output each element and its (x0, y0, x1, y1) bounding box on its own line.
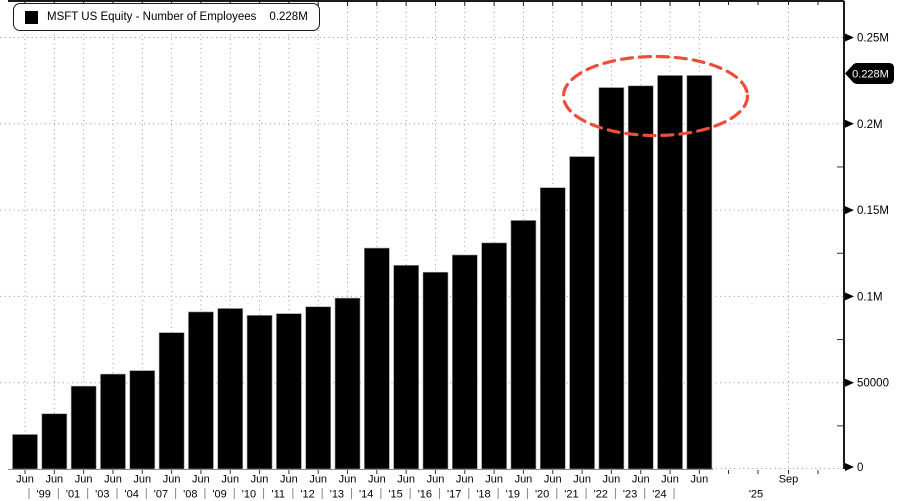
month-label: Jun (573, 474, 591, 486)
month-label: Jun (515, 474, 533, 486)
bar[interactable] (657, 75, 683, 470)
year-label: '12 (300, 489, 314, 501)
year-label: '22 (594, 489, 608, 501)
bar[interactable] (305, 306, 332, 470)
bar[interactable] (70, 385, 97, 470)
y-tick-label: 50000 (857, 378, 889, 390)
month-label: Jun (133, 474, 151, 486)
bar[interactable] (217, 308, 244, 470)
month-label: Jun (690, 474, 708, 486)
year-label: '10 (242, 489, 256, 501)
bar[interactable] (276, 313, 302, 470)
year-label: '18 (476, 489, 490, 501)
y-tick-label: 0 (857, 462, 863, 474)
legend-label: MSFT US Equity - Number of Employees (47, 11, 257, 23)
bar[interactable] (569, 156, 595, 470)
year-label: '13 (330, 489, 344, 501)
year-label: '11 (271, 489, 285, 501)
y-tick-arrow-icon (845, 206, 854, 215)
month-label: Jun (192, 474, 210, 486)
bar[interactable] (481, 242, 507, 470)
year-label: '14 (359, 489, 373, 501)
bar[interactable] (451, 254, 478, 470)
y-tick-label: 0.2M (857, 119, 883, 131)
last-value-badge-label: 0.228M (852, 69, 889, 81)
bar[interactable] (686, 75, 713, 470)
month-label: Jun (544, 474, 562, 486)
last-value-badge (845, 63, 894, 84)
month-label: Jun (456, 474, 474, 486)
bar[interactable] (422, 271, 449, 470)
y-tick-arrow-icon (845, 33, 854, 42)
bar[interactable] (41, 413, 68, 470)
bar[interactable] (100, 373, 126, 470)
year-label: '01 (66, 489, 80, 501)
year-label: '20 (535, 489, 549, 501)
year-label: '08 (183, 489, 197, 501)
month-label: Jun (603, 474, 621, 486)
y-tick-arrow-icon (845, 463, 854, 471)
sep-month-label: Sep (779, 474, 799, 486)
bar[interactable] (598, 87, 625, 470)
year-label: '19 (506, 489, 520, 501)
y-tick-arrow-icon (845, 292, 854, 301)
bar[interactable] (12, 434, 38, 470)
month-label: Jun (16, 474, 34, 486)
bar[interactable] (510, 220, 537, 470)
y-tick-arrow-icon (845, 119, 854, 128)
month-label: Jun (339, 474, 357, 486)
year-label: '15 (388, 489, 402, 501)
month-label: Jun (485, 474, 503, 486)
month-label: Jun (427, 474, 445, 486)
bar[interactable] (246, 315, 273, 470)
month-label: Jun (163, 474, 181, 486)
year-label: '03 (95, 489, 109, 501)
legend[interactable]: MSFT US Equity - Number of Employees 0.2… (13, 3, 320, 31)
year-label: '99 (37, 489, 51, 501)
y-tick-label: 0.15M (857, 205, 889, 217)
month-label: Jun (280, 474, 298, 486)
y-tick-arrow-icon (845, 378, 854, 387)
month-label: Jun (104, 474, 122, 486)
year-label: '17 (447, 489, 461, 501)
bar[interactable] (393, 265, 419, 470)
legend-value: 0.228M (269, 11, 308, 23)
month-label: Jun (75, 474, 93, 486)
bar[interactable] (627, 85, 654, 470)
month-label: Jun (251, 474, 269, 486)
bar[interactable] (129, 370, 156, 470)
month-label: Jun (45, 474, 63, 486)
bar[interactable] (158, 332, 185, 470)
highlight-ellipse (561, 54, 750, 138)
month-label: Jun (368, 474, 386, 486)
year-label: '21 (564, 489, 578, 501)
month-label: Jun (661, 474, 679, 486)
legend-swatch-icon (25, 10, 38, 24)
year-label: '04 (124, 489, 138, 501)
year-label: '09 (212, 489, 226, 501)
year-label: '24 (652, 489, 666, 501)
bar[interactable] (539, 187, 566, 470)
bar[interactable] (334, 297, 361, 470)
y-tick-label: 0.1M (857, 291, 883, 303)
month-label: Jun (397, 474, 415, 486)
bar[interactable] (188, 311, 214, 470)
month-label: Jun (632, 474, 650, 486)
year-label: '23 (623, 489, 637, 501)
year-label: '07 (154, 489, 168, 501)
month-label: Jun (221, 474, 239, 486)
year-label: '25 (749, 489, 763, 501)
bar[interactable] (364, 247, 390, 470)
year-label: '16 (418, 489, 432, 501)
y-tick-label: 0.25M (857, 33, 889, 45)
month-label: Jun (309, 474, 327, 486)
